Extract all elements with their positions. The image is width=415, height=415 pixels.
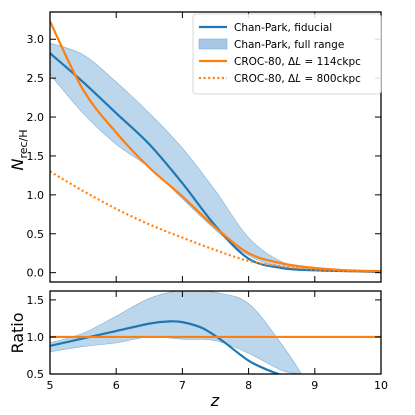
top-y-tick-label: 0.0 — [27, 267, 45, 280]
bottom-series-line-0 — [50, 320, 279, 374]
top-y-tick-label: 1.5 — [27, 150, 45, 163]
legend: Chan-Park, fiducial Chan-Park, full rang… — [192, 13, 382, 95]
top-y-tick-label: 1.0 — [27, 189, 45, 202]
top-series-line-1 — [50, 20, 381, 273]
legend-label-full-range: Chan-Park, full range — [234, 39, 344, 51]
x-tick-label: 8 — [245, 379, 252, 392]
bottom-y-tick-label: 1.5 — [27, 294, 45, 307]
x-tick-label: 5 — [47, 379, 54, 392]
x-axis-label: z — [210, 391, 220, 410]
bottom-panel-frame — [49, 290, 382, 375]
legend-label-croc-114: CROC-80, ΔL = 114ckpc — [234, 56, 361, 68]
legend-swatch-full-range — [198, 38, 228, 50]
bottom-full-range-band — [50, 291, 302, 374]
top-y-tick-label: 3.0 — [27, 33, 45, 46]
bottom-y-tick-label: 0.5 — [27, 368, 45, 381]
top-y-tick-label: 0.5 — [27, 228, 45, 241]
top-panel-frame — [49, 11, 382, 283]
y-axis-label-bottom: Ratio — [8, 312, 27, 353]
legend-box — [192, 13, 382, 95]
x-tick-label: 7 — [179, 379, 186, 392]
legend-label-croc-800: CROC-80, ΔL = 800ckpc — [234, 73, 361, 85]
top-panel: 0.0 0.5 1.0 1.5 2.0 2.5 3.0 Nrec/H — [8, 11, 382, 283]
x-tick-label: 9 — [311, 379, 318, 392]
top-y-tick-label: 2.5 — [27, 72, 45, 85]
x-tick-label: 6 — [113, 379, 120, 392]
y-axis-label-top: Nrec/H — [8, 129, 30, 170]
top-series-line-2 — [50, 170, 381, 273]
x-tick-label: 10 — [374, 379, 388, 392]
legend-label-fiducial: Chan-Park, fiducial — [234, 22, 332, 34]
bottom-panel: 5 6 7 8 9 10 0.5 1.0 1.5 Ratio z — [8, 290, 388, 410]
top-y-tick-label: 2.0 — [27, 111, 45, 124]
bottom-y-tick-label: 1.0 — [27, 331, 45, 344]
